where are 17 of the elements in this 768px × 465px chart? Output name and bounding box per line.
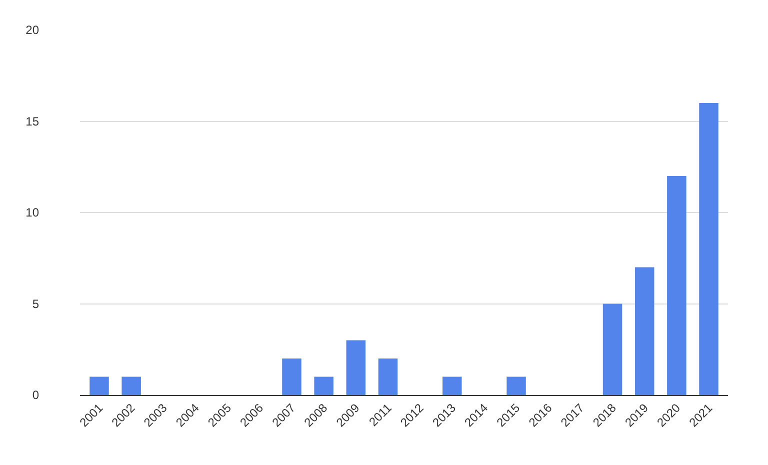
bar — [442, 376, 462, 395]
y-tick-label: 0 — [32, 388, 40, 402]
bar — [667, 176, 686, 395]
bar — [90, 376, 109, 395]
bar — [314, 376, 334, 395]
y-tick-label: 5 — [32, 296, 40, 311]
bar — [602, 304, 622, 395]
y-tick-label: 15 — [26, 114, 40, 128]
bar — [378, 358, 398, 395]
bar — [282, 358, 302, 395]
bar — [122, 376, 141, 395]
bar — [506, 376, 526, 395]
y-tick-label: 20 — [26, 23, 40, 38]
bar — [634, 267, 654, 395]
bar — [699, 103, 718, 395]
y-tick-label: 10 — [26, 206, 40, 220]
bar — [346, 340, 366, 395]
